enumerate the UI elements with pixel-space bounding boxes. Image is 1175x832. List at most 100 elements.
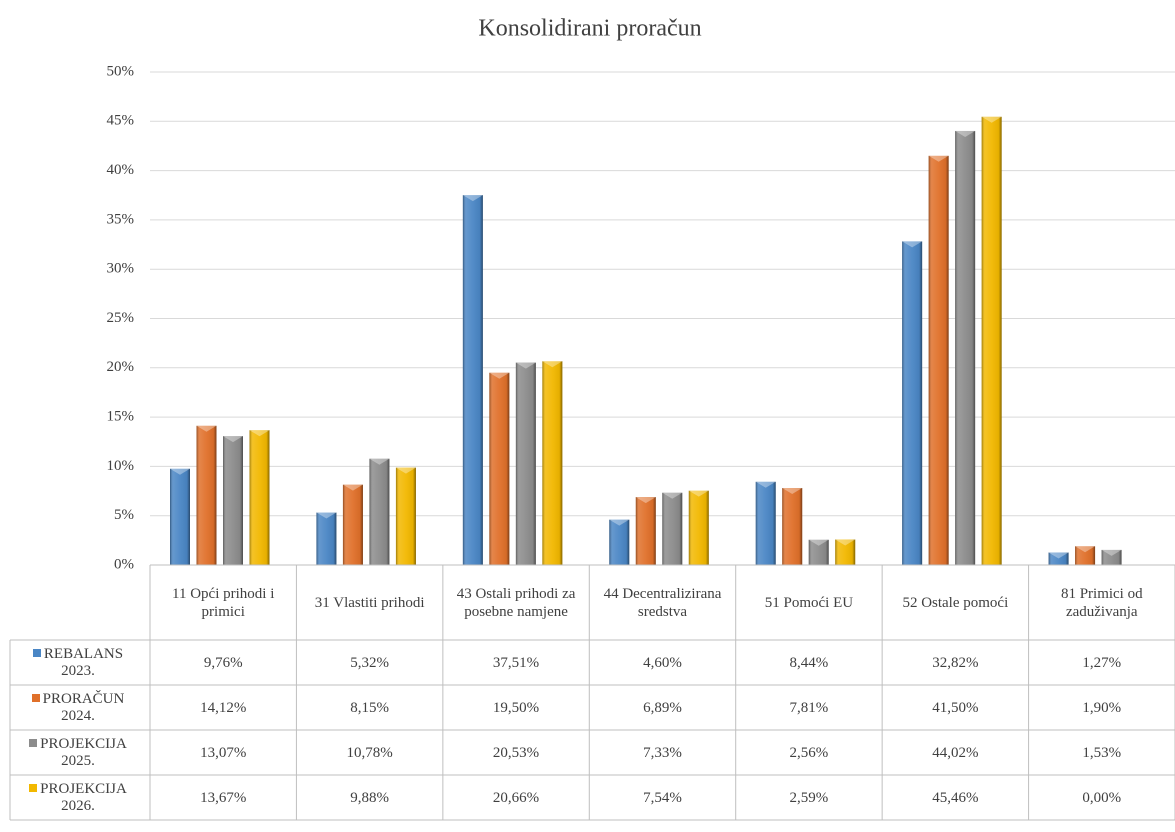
bar-cap [170,468,190,475]
category-label: 44 Decentralizirana sredstva [603,585,722,620]
bar-shade [902,241,923,565]
legend-entry: PROJEKCIJA 2025. [10,730,150,775]
bar-shade [1075,546,1096,565]
bar-cap [902,241,923,248]
legend-label: PROJEKCIJA 2026. [40,780,127,814]
value-label: 5,32% [350,654,389,671]
legend-entry: PRORAČUN 2024. [10,685,150,730]
bar-cap [955,130,976,137]
value-label: 8,44% [789,654,829,671]
bar-cap [395,467,416,474]
y-tick-label: 15% [107,409,135,425]
bar-cap [1048,552,1069,559]
value-label: 13,07% [200,744,247,761]
legend-text: REBALANS 2023. [18,646,138,680]
value-label: 0,00% [1082,789,1122,806]
category-label: 81 Primici od zaduživanja [1060,585,1143,620]
value-label: 19,50% [492,699,540,716]
bar-cap [342,484,363,491]
bar-shade [688,490,709,565]
y-tick-label: 25% [107,310,135,326]
value-label: 13,67% [200,789,247,806]
bar-cap [489,372,510,379]
category-label: 31 Vlastiti prihodi [314,594,425,611]
bar-shade [316,512,337,565]
bar-cap [662,492,683,499]
legend-text: PRORAČUN 2024. [18,691,138,725]
value-label: 7,33% [643,744,682,761]
category-label: 43 Ostali prihodi za posebne namjene [456,585,576,620]
bar-shade [755,481,776,565]
value-label: 32,82% [932,654,979,671]
bar-shade [170,468,190,565]
bar-cap [808,539,829,546]
legend-text: PROJEKCIJA 2026. [18,781,138,815]
bar-shade [223,436,243,565]
value-label: 9,76% [203,654,243,671]
value-label: 9,88% [350,789,389,806]
value-label: 4,60% [643,654,682,671]
value-label: 20,53% [492,744,540,761]
legend-key [29,738,38,747]
value-label: 7,81% [789,699,829,716]
bar-shade [462,195,483,565]
bar-shade [249,430,270,565]
value-label: 6,89% [643,699,682,716]
y-tick-label: 5% [114,507,134,523]
bar-shade [782,487,803,565]
bar-shade [609,519,630,565]
y-tick-label: 40% [107,162,135,178]
value-label: 20,66% [492,789,540,806]
legend-key [32,648,41,657]
bar-cap [928,155,949,162]
value-label: 7,54% [643,789,682,806]
bar-shade [635,497,656,565]
y-tick-label: 10% [107,458,135,474]
legend-label: PRORAČUN 2024. [42,690,125,724]
bar-cap [462,195,483,202]
bar-cap [981,116,1002,123]
bar-cap [782,487,803,494]
y-tick-label: 45% [107,113,135,129]
legend-key [31,693,40,702]
bar-shade [196,425,217,565]
bar-shade [928,155,949,565]
bar-shade [1101,549,1122,565]
value-label: 1,53% [1082,744,1122,761]
value-label: 8,15% [350,699,389,716]
bar-cap [1075,546,1096,553]
category-label: 52 Ostale pomoći [902,594,1009,611]
bar-cap [688,490,709,497]
value-label: 37,51% [492,654,540,671]
value-label: 41,50% [932,699,979,716]
bar-cap [369,458,390,465]
legend-label: REBALANS 2023. [43,645,124,679]
value-label: 1,90% [1082,699,1122,716]
value-label: 1,27% [1082,654,1122,671]
y-tick-label: 35% [107,211,135,227]
value-label: 10,78% [346,744,393,761]
value-label: 14,12% [200,699,247,716]
bar-cap [223,436,243,443]
bar-shade [1048,552,1069,565]
value-label: 2,56% [789,744,829,761]
bar-shade [662,492,683,565]
bar-cap [635,497,656,504]
bar-shade [395,467,416,565]
bar-shade [981,116,1002,565]
bar-cap [249,430,270,437]
value-label: 45,46% [932,789,979,806]
legend-key [29,783,38,792]
value-label: 44,02% [932,744,979,761]
bar-shade [369,458,390,565]
bar-cap [515,362,536,369]
y-tick-label: 20% [107,359,135,375]
bar-shade [489,372,510,565]
y-tick-label: 0% [114,556,134,572]
category-label: 11 Opći prihodi i primici [172,585,275,620]
bar-cap [609,519,630,526]
bar-shade [542,361,563,565]
bar-shade [515,362,536,565]
